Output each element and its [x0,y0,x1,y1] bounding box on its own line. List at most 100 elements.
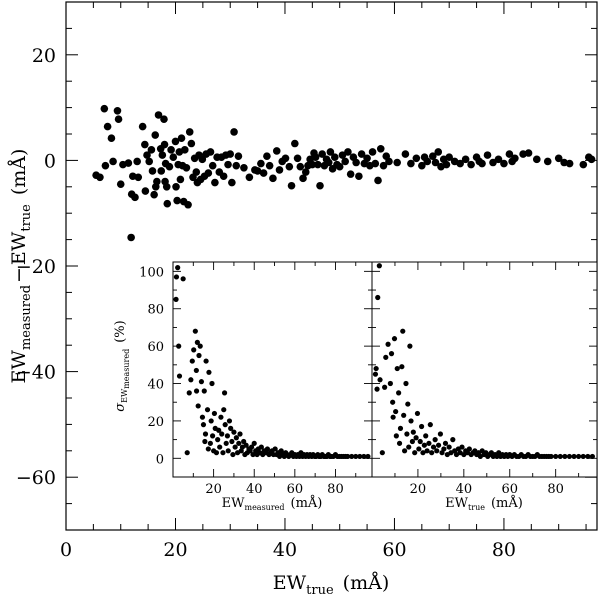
main-data-point [500,159,508,168]
inset-right-data-point [410,429,416,435]
inset-left-data-point [251,440,257,446]
main-data-point [308,160,317,169]
inset-left-data-point [184,450,190,456]
inset-left-data-point [186,390,192,396]
inset-left-data-point [225,448,231,454]
main-data-point [204,169,213,177]
main-data-point [524,149,533,157]
inset-right-data-point [418,423,425,430]
inset-left-data-point [180,276,186,282]
main-data-point [285,162,294,171]
inset-left-data-point [202,431,209,437]
inset-right-data-point [459,444,465,450]
main-data-point [234,152,243,160]
inset-right-data-point [403,380,409,387]
main-data-point [299,174,307,183]
main-x-tick-label: 60 [382,539,406,561]
inset-right-data-point [401,412,407,418]
inset-left-data-point [202,438,208,445]
inset-right-data-point [414,410,421,417]
inset-left-data-point [193,388,200,394]
main-data-point [431,158,440,167]
inset-right-data-point [446,444,452,450]
inset-left-data-point [196,352,202,359]
inset-tick-labels: 20 40 60 80 0 20 40 60 80 100 20 40 60 80 [139,265,564,497]
inset-right-data-point [424,448,430,454]
main-data-point [224,160,232,169]
main-tick-labels: 0 20 40 60 80 −60 −40 −20 0 20 [16,45,516,561]
main-data-point [169,153,178,162]
main-data-point [147,146,156,154]
inset-left-data-point [206,369,212,375]
inset-right-data-point [421,442,427,448]
main-data-point [456,159,464,168]
inset-right-data-point [450,437,456,443]
inset-left-data-point [221,390,228,396]
main-data-point [127,233,135,242]
inset-right-x-tick-label: 80 [547,482,564,497]
inset-right-data-point [466,446,472,452]
inset-left-data-point [264,446,271,452]
main-x-tick-label: 80 [492,539,516,561]
main-data-point [311,153,320,162]
inset-left-data-point [221,407,227,413]
main-data-point [287,181,296,190]
main-data-point [131,193,139,202]
main-data-point [150,190,158,199]
inset-left-data-point [237,431,243,437]
inset-right-data-point [585,453,591,460]
inset-right-data-point [417,438,423,445]
main-data-point [165,162,174,171]
inset-y-tick-label: 40 [147,378,164,393]
main-data-point [357,150,366,158]
inset-right-data-point [562,453,568,460]
inset-right-data-point [407,343,413,349]
main-data-point [176,175,185,184]
main-data-point [505,150,514,158]
main-data-point [543,157,552,166]
inset-right-data-point [553,453,559,460]
main-y-tick-label: −20 [16,256,56,278]
main-data-point [335,162,344,171]
inset-left-data-point [217,444,223,450]
main-data-point [187,139,196,148]
inset-left-data-point [201,388,207,394]
main-data-point [198,155,207,164]
inset-y-tick-label: 20 [147,415,164,430]
main-data-point [314,160,322,169]
inset-right-data-point [548,453,554,460]
main-data-point [160,140,169,149]
inset-right-data-point [393,408,399,415]
inset-right-data-point [373,365,379,372]
inset-y-tick-label: 0 [156,452,164,467]
inset-right-data-point [391,336,398,342]
inset-left-data-point [209,380,215,387]
main-data-point [154,111,163,119]
main-scatter-points [92,104,596,242]
inset-right-data-point [383,354,389,360]
inset-left-data-point [219,431,225,437]
inset-right-data-point [427,422,433,428]
main-data-point [324,158,333,167]
main-data-point [355,172,363,181]
inset-left-data-point [236,440,242,446]
inset-left-data-point [223,440,229,446]
inset-left-data-point [272,446,278,452]
main-data-point [180,146,189,154]
main-data-point [371,159,380,168]
main-data-point [363,154,371,163]
main-data-point [265,161,274,170]
inset-right-data-point [416,446,422,452]
inset-left-data-point [189,358,195,364]
inset-right-data-point [408,418,414,424]
main-data-point [316,181,324,190]
inset-left-data-point [357,453,363,460]
main-data-point [192,168,201,176]
inset-left-data-point [205,446,211,452]
main-data-point [116,180,125,188]
main-data-point [101,161,110,170]
inset-right-data-point [397,425,404,431]
main-data-point [428,152,437,160]
inset-right-data-point [566,453,573,460]
main-data-point [157,167,166,175]
